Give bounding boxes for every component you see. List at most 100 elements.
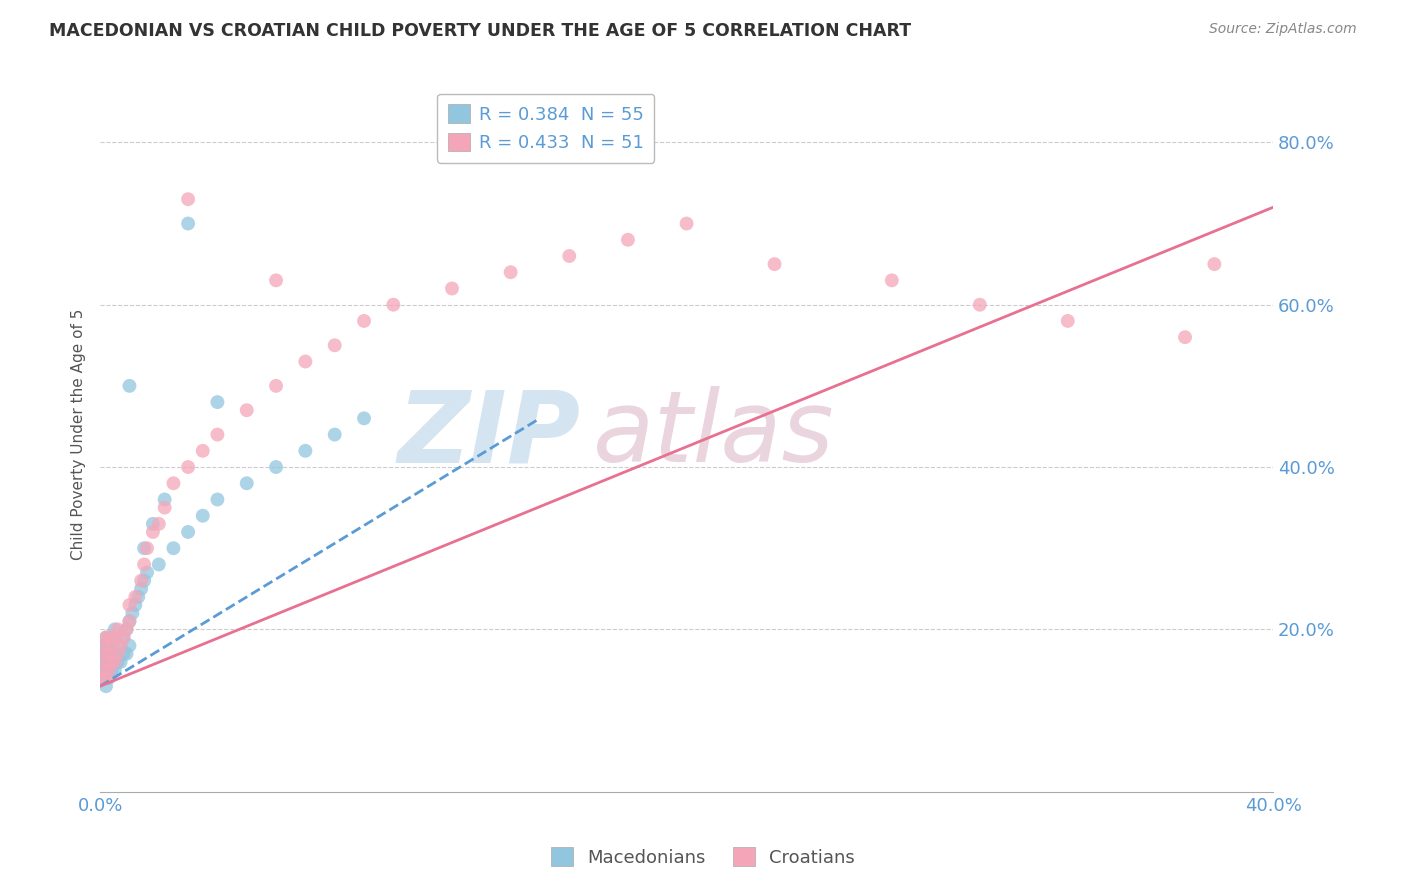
Point (107, 647, 129, 661)
Point (97, 671, 120, 685)
Point (118, 614, 141, 628)
Point (1174, 330, 1197, 344)
Point (127, 590, 149, 604)
Point (101, 631, 124, 645)
Point (107, 647, 129, 661)
Point (112, 647, 135, 661)
Point (124, 598, 146, 612)
Point (115, 623, 138, 637)
Point (129, 582, 152, 596)
Point (129, 574, 152, 588)
Point (177, 192, 200, 206)
Point (97, 663, 120, 677)
Point (294, 443, 316, 458)
Point (94, 647, 117, 661)
Point (118, 598, 141, 612)
Point (118, 614, 141, 628)
Point (617, 233, 640, 247)
Text: Source: ZipAtlas.com: Source: ZipAtlas.com (1209, 22, 1357, 37)
Point (177, 460, 200, 475)
Point (264, 460, 287, 475)
Point (191, 443, 214, 458)
Point (142, 516, 165, 531)
Point (91, 639, 114, 653)
Point (97, 639, 120, 653)
Text: ZIP: ZIP (398, 386, 581, 483)
Point (294, 354, 316, 368)
Point (97, 655, 120, 669)
Point (94, 655, 117, 669)
Point (153, 500, 176, 515)
Point (148, 558, 170, 572)
Point (91, 671, 114, 685)
Point (94, 631, 117, 645)
Point (104, 655, 127, 669)
Point (177, 524, 200, 539)
Point (1204, 257, 1226, 271)
Point (353, 314, 375, 328)
Point (148, 516, 170, 531)
Point (107, 655, 129, 669)
Point (264, 273, 287, 287)
Point (110, 639, 132, 653)
Point (177, 217, 200, 231)
Point (499, 265, 522, 279)
Point (94, 663, 117, 677)
Point (97, 647, 120, 661)
Point (124, 590, 146, 604)
Point (104, 663, 127, 677)
Point (558, 249, 581, 263)
Point (207, 427, 229, 442)
Point (353, 411, 375, 425)
Text: MACEDONIAN VS CROATIAN CHILD POVERTY UNDER THE AGE OF 5 CORRELATION CHART: MACEDONIAN VS CROATIAN CHILD POVERTY UND… (49, 22, 911, 40)
Point (235, 403, 257, 417)
Point (94, 663, 117, 677)
Point (118, 379, 141, 393)
Point (207, 492, 229, 507)
Point (115, 647, 138, 661)
Point (136, 566, 159, 580)
Point (323, 338, 346, 352)
Point (191, 508, 214, 523)
Point (969, 298, 991, 312)
Point (94, 647, 117, 661)
Point (101, 639, 124, 653)
Point (118, 639, 141, 653)
Point (136, 541, 159, 556)
Point (132, 574, 155, 588)
Point (104, 655, 127, 669)
Point (153, 492, 176, 507)
Point (91, 655, 114, 669)
Point (115, 623, 138, 637)
Point (107, 623, 129, 637)
Point (101, 663, 124, 677)
Legend: Macedonians, Croatians: Macedonians, Croatians (544, 840, 862, 874)
Point (91, 671, 114, 685)
Point (132, 541, 155, 556)
Point (112, 631, 135, 645)
Point (763, 257, 786, 271)
Point (101, 655, 124, 669)
Point (142, 524, 165, 539)
Point (132, 558, 155, 572)
Point (675, 217, 697, 231)
Y-axis label: Child Poverty Under the Age of 5: Child Poverty Under the Age of 5 (72, 309, 86, 560)
Point (264, 379, 287, 393)
Point (112, 631, 135, 645)
Point (91, 655, 114, 669)
Point (97, 631, 120, 645)
Point (94, 679, 117, 693)
Point (104, 631, 127, 645)
Point (101, 655, 124, 669)
Point (91, 647, 114, 661)
Point (91, 639, 114, 653)
Point (91, 663, 114, 677)
Point (110, 655, 132, 669)
Point (1056, 314, 1078, 328)
Point (235, 476, 257, 491)
Point (97, 663, 120, 677)
Point (382, 298, 405, 312)
Legend: R = 0.384  N = 55, R = 0.433  N = 51: R = 0.384 N = 55, R = 0.433 N = 51 (437, 94, 654, 163)
Point (94, 671, 117, 685)
Point (94, 639, 117, 653)
